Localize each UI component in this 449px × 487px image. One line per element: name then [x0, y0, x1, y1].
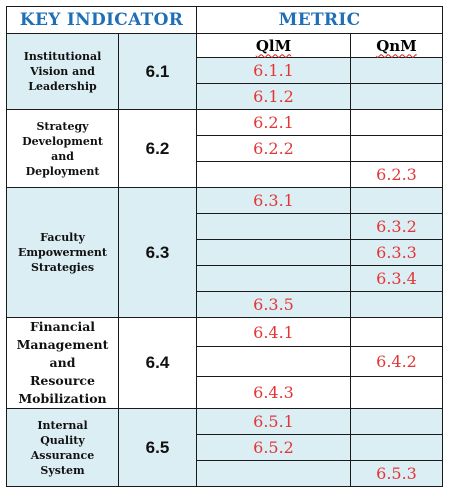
key-indicator-metric-table: KEY INDICATOR METRIC Institutional Visio…	[6, 6, 443, 487]
qlm-cell	[196, 161, 351, 188]
indicator-name-6-5: Internal Quality Assurance System	[6, 408, 119, 487]
qnm-cell	[350, 375, 443, 410]
indicator-name-text: Internal Quality Assurance System	[30, 418, 95, 477]
qnm-cell: 6.3.4	[350, 265, 443, 292]
qnm-cell: 6.3.3	[350, 239, 443, 266]
qnm-cell	[350, 187, 443, 214]
qlm-cell: 6.4.1	[196, 316, 351, 348]
qlm-cell: 6.3.1	[196, 187, 351, 214]
qnm-cell: 6.3.2	[350, 213, 443, 240]
qnm-cell	[350, 291, 443, 318]
indicator-name-text: Financial Management and Resource Mobili…	[16, 319, 109, 406]
qlm-cell: 6.3.5	[196, 291, 351, 318]
indicator-code-6-3: 6.3	[118, 187, 197, 318]
qnm-cell	[350, 434, 443, 461]
qnm-cell	[350, 408, 443, 435]
qlm-cell	[196, 265, 351, 292]
qnm-cell	[350, 83, 443, 110]
qlm-cell	[196, 239, 351, 266]
qlm-cell: 6.2.1	[196, 109, 351, 136]
qnm-cell: 6.5.3	[350, 460, 443, 487]
qlm-cell: 6.5.2	[196, 434, 351, 461]
qnm-cell	[350, 109, 443, 136]
indicator-name-6-1: Institutional Vision and Leadership	[6, 33, 119, 110]
indicator-name-6-4: Financial Management and Resource Mobili…	[6, 317, 119, 409]
qlm-cell: 6.2.2	[196, 135, 351, 162]
indicator-name-text: Institutional Vision and Leadership	[23, 50, 102, 93]
indicator-name-6-3: Faculty Empowerment Strategies	[6, 187, 119, 318]
indicator-code-6-5: 6.5	[118, 408, 197, 487]
qlm-cell: 6.1.2	[196, 83, 351, 110]
qlm-cell: 6.4.3	[196, 375, 351, 410]
key-indicator-table-container: KEY INDICATOR METRIC Institutional Visio…	[6, 6, 443, 487]
qnm-cell: 6.2.3	[350, 161, 443, 188]
key-indicator-header: KEY INDICATOR	[6, 6, 197, 34]
qnm-cell: 6.4.2	[350, 346, 443, 377]
qlm-cell	[196, 346, 351, 377]
qnm-cell	[350, 135, 443, 162]
metric-header: METRIC	[196, 6, 443, 34]
qlm-cell	[196, 213, 351, 240]
qlm-cell: 6.5.1	[196, 408, 351, 435]
qnm-cell	[350, 316, 443, 348]
qlm-cell	[196, 460, 351, 487]
indicator-name-text: Faculty Empowerment Strategies	[17, 231, 108, 274]
indicator-name-6-2: Strategy Development and Deployment	[6, 109, 119, 188]
qlm-column-header: QlM	[196, 33, 351, 58]
qlm-cell: 6.1.1	[196, 57, 351, 84]
qnm-cell	[350, 57, 443, 84]
indicator-code-6-1: 6.1	[118, 33, 197, 110]
indicator-code-6-4: 6.4	[118, 317, 197, 409]
indicator-name-text: Strategy Development and Deployment	[22, 119, 103, 178]
indicator-code-6-2: 6.2	[118, 109, 197, 188]
qnm-column-header: QnM	[350, 33, 443, 58]
